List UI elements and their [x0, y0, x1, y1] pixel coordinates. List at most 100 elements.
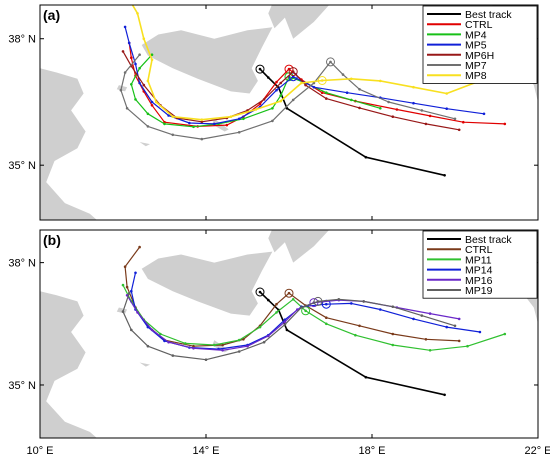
track-point — [296, 308, 299, 311]
land-mass — [268, 230, 330, 263]
land-mass — [141, 251, 273, 316]
track-point — [341, 73, 345, 76]
track-point — [424, 338, 428, 341]
track-point — [412, 85, 415, 89]
track-point — [125, 107, 129, 110]
x-tick-label: 18° E — [358, 445, 385, 457]
legend-label-mp14: MP14 — [465, 265, 493, 277]
track-point — [127, 41, 131, 45]
track-point — [171, 115, 175, 118]
track-point — [285, 328, 289, 332]
track-point — [350, 98, 353, 102]
track-point — [146, 344, 150, 348]
track-point — [424, 122, 428, 126]
track-point — [275, 80, 278, 84]
landfall-marker — [255, 64, 265, 74]
panel-label: (b) — [43, 232, 61, 248]
track-point — [221, 343, 224, 347]
track-point — [443, 174, 446, 177]
track-mp7 — [119, 53, 457, 141]
track-point — [350, 77, 353, 81]
landfall-marker — [284, 288, 294, 298]
track-point — [364, 155, 368, 159]
track-point — [150, 100, 154, 104]
track-point — [246, 344, 249, 348]
track-point — [127, 291, 131, 295]
track-point — [138, 81, 141, 85]
track-point — [237, 350, 241, 353]
track-point — [146, 79, 150, 83]
track-point — [258, 67, 262, 71]
landfall-marker — [326, 57, 335, 67]
track-point — [192, 347, 195, 350]
track-mp19 — [121, 291, 457, 362]
track-point — [200, 118, 204, 121]
panel-a: 35° N 38° N (a) Best trackCTRLMP4MP5MP6HMP7… — [8, 2, 539, 221]
track-point — [188, 121, 191, 125]
track-point — [121, 50, 125, 53]
track-point — [300, 306, 303, 309]
track-point — [329, 60, 332, 64]
legend-label-mp11: MP11 — [465, 254, 492, 266]
track-point — [457, 317, 461, 321]
track-point — [130, 2, 133, 5]
track-point — [125, 285, 129, 289]
track-point — [291, 70, 295, 73]
track-point — [184, 342, 187, 345]
track-point — [138, 66, 141, 70]
panel-b: 10° E 14° E 18° E 22° E 35° N 38° N (b) Best tr… — [8, 229, 550, 457]
track-point — [229, 115, 233, 118]
track-point — [213, 343, 216, 347]
legend-label-mp19: MP19 — [465, 285, 493, 297]
track-point — [150, 328, 154, 332]
legend-label-best-track: Best track — [465, 9, 512, 21]
track-point — [345, 91, 349, 94]
y-tick-label: 38° N — [8, 34, 36, 46]
track-point — [146, 125, 150, 128]
legend-label-mp4: MP4 — [465, 29, 487, 41]
track-point — [391, 305, 395, 309]
track-point — [287, 291, 291, 295]
track-mp11 — [121, 283, 507, 352]
track-point — [503, 332, 507, 336]
track-point — [150, 53, 154, 56]
track-point — [275, 302, 278, 306]
landfall-marker — [313, 296, 323, 306]
land-mass — [268, 5, 330, 39]
track-point — [136, 311, 139, 314]
track-point — [412, 317, 415, 321]
track-point — [395, 108, 399, 111]
track-point — [279, 99, 283, 103]
track-point — [337, 298, 341, 301]
track-point — [325, 302, 328, 306]
track-point — [279, 81, 283, 85]
track-line — [122, 293, 456, 361]
land-mass — [40, 291, 97, 438]
legend-box — [422, 230, 538, 299]
track-point — [320, 79, 324, 82]
track-point — [123, 265, 127, 269]
legend-label-ctrl: CTRL — [465, 19, 493, 31]
track-point — [267, 76, 270, 79]
x-tick-label: 22° E — [524, 445, 550, 457]
track-point — [387, 100, 390, 104]
track-point — [154, 100, 158, 104]
track-point — [453, 324, 457, 328]
track-point — [192, 344, 195, 348]
track-point — [445, 107, 449, 110]
legend-label-mp6h: MP6H — [465, 50, 494, 62]
track-point — [134, 271, 137, 275]
panel-frame — [39, 4, 539, 221]
legend-label-mp8: MP8 — [465, 70, 487, 82]
track-point — [142, 83, 146, 87]
track-point — [159, 332, 162, 336]
landfall-marker — [255, 287, 265, 297]
track-point — [325, 97, 328, 100]
track-point — [325, 322, 328, 326]
track-line — [124, 26, 485, 125]
track-line — [259, 68, 445, 177]
track-point — [123, 71, 127, 74]
track-point — [445, 92, 449, 95]
track-point — [304, 83, 307, 87]
